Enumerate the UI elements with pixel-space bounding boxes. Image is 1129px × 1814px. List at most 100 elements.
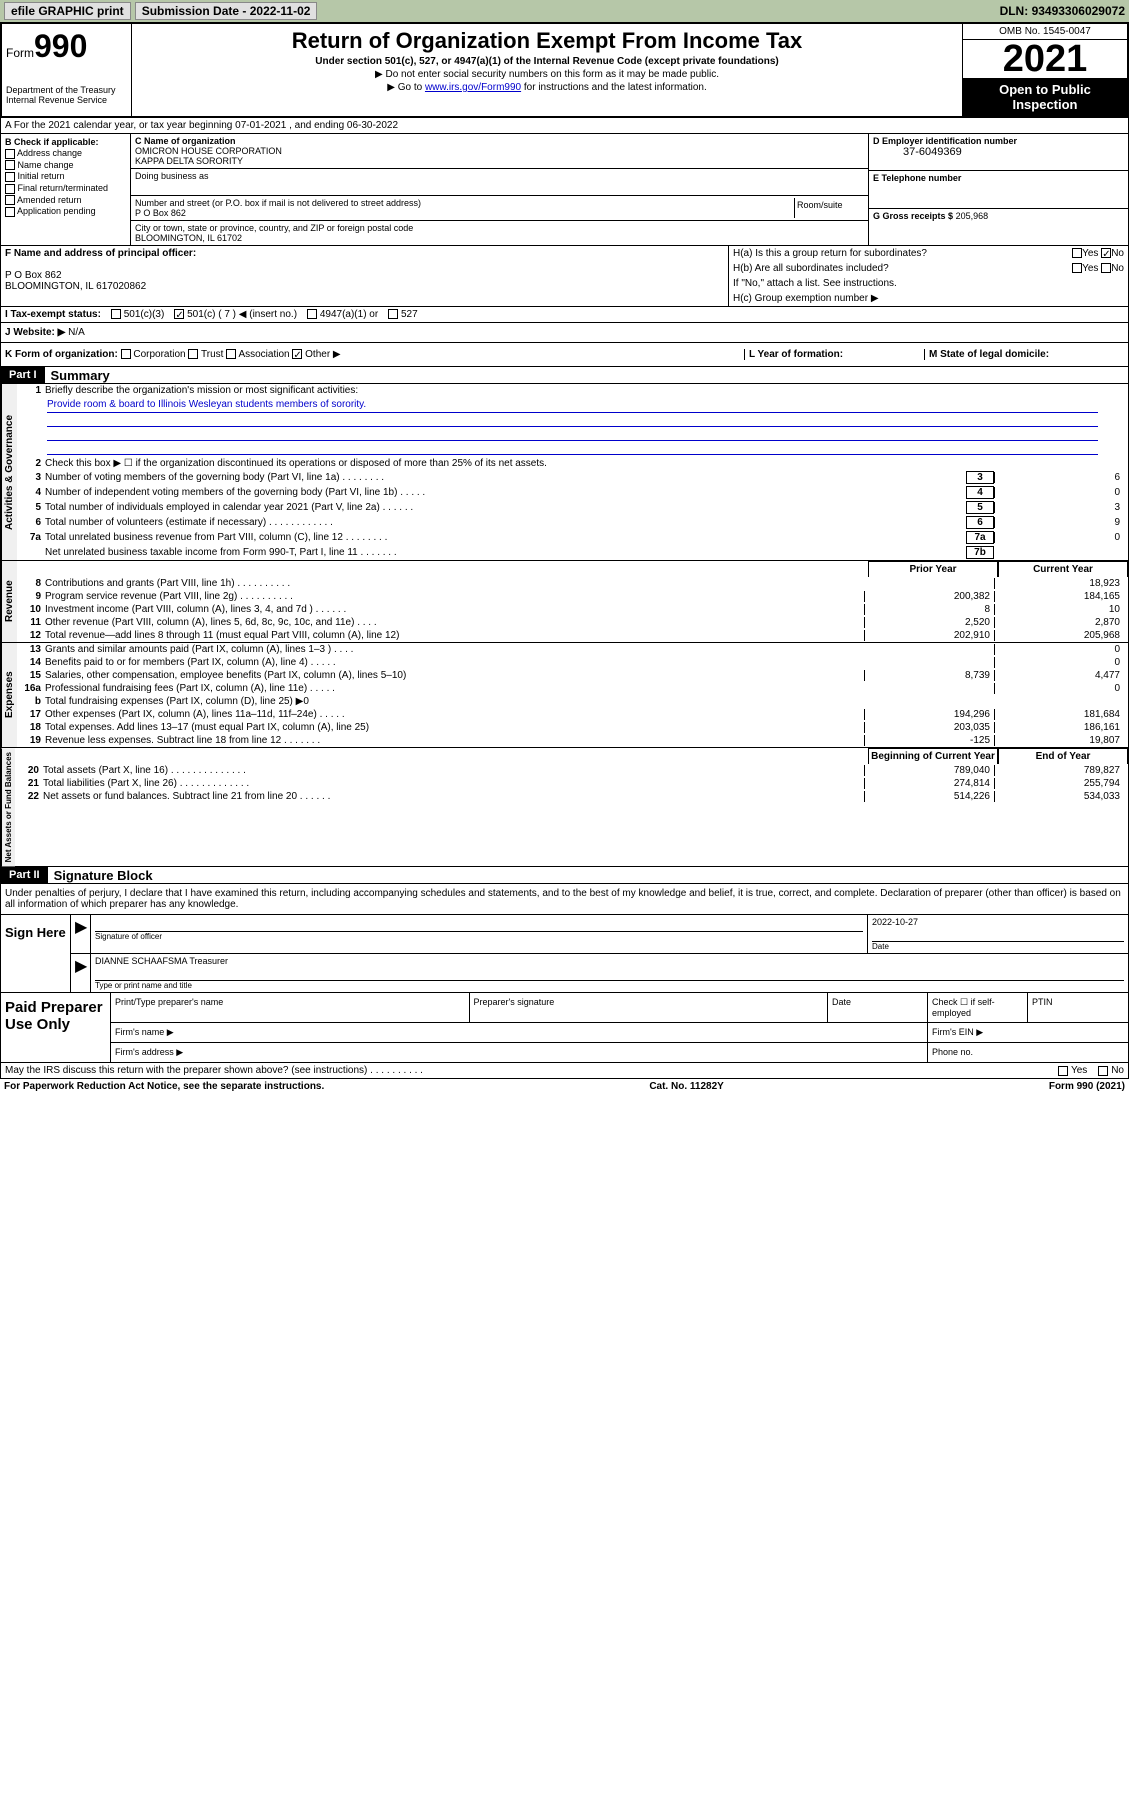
header-right: OMB No. 1545-0047 2021 Open to Public In…	[962, 24, 1127, 116]
row-text: Total fundraising expenses (Part IX, col…	[45, 696, 864, 707]
exp-content: 13Grants and similar amounts paid (Part …	[17, 643, 1128, 747]
ln: 12	[21, 630, 45, 641]
i-opt: 501(c) ( 7 ) ◀ (insert no.)	[187, 309, 297, 320]
sum-row: 11Other revenue (Part VIII, column (A), …	[17, 616, 1128, 629]
mission-text: Provide room & board to Illinois Wesleya…	[47, 399, 1098, 413]
sig-officer-label: Signature of officer	[95, 931, 863, 941]
row-text: Total assets (Part X, line 16) . . . . .…	[43, 765, 864, 776]
prior-val: 2,520	[864, 617, 994, 628]
curr-val: 0	[994, 644, 1124, 655]
open-public: Open to Public Inspection	[963, 78, 1127, 116]
row-val: 3	[994, 502, 1124, 513]
sum-row: 6Total number of volunteers (estimate if…	[17, 515, 1128, 530]
rev-section: Revenue Prior Year Current Year 8Contrib…	[1, 561, 1128, 643]
i-4947[interactable]	[307, 309, 317, 319]
irs-link[interactable]: www.irs.gov/Form990	[425, 82, 521, 93]
note2-post: for instructions and the latest informat…	[521, 82, 707, 93]
sum-row: 13Grants and similar amounts paid (Part …	[17, 643, 1128, 656]
hb-no[interactable]	[1101, 263, 1111, 273]
paid-preparer-block: Paid Preparer Use Only Print/Type prepar…	[0, 993, 1129, 1063]
m-label: M State of legal domicile:	[929, 349, 1049, 360]
prior-val: 194,296	[864, 709, 994, 720]
net-content: Beginning of Current Year End of Year 20…	[15, 748, 1128, 866]
b-opt[interactable]: Final return/terminated	[5, 183, 126, 194]
note1: ▶ Do not enter social security numbers o…	[136, 69, 958, 80]
row-box: 6	[966, 516, 994, 529]
ln: 15	[21, 670, 45, 681]
mission-blank	[47, 427, 1098, 441]
dln-label: DLN:	[1000, 4, 1032, 18]
ha-yes[interactable]	[1072, 248, 1082, 258]
rev-content: Prior Year Current Year 8Contributions a…	[17, 561, 1128, 642]
prep-self-hdr: Check ☐ if self-employed	[928, 993, 1028, 1022]
sum-row: 17Other expenses (Part IX, column (A), l…	[17, 708, 1128, 721]
i-501c[interactable]	[174, 309, 184, 319]
gov-content: 1Briefly describe the organization's mis…	[17, 384, 1128, 560]
subdate-btn[interactable]: Submission Date - 2022-11-02	[135, 2, 318, 20]
sig-date-val: 2022-10-27	[872, 917, 1124, 927]
c-addr-row: Number and street (or P.O. box if mail i…	[131, 196, 868, 221]
sum-row: 8Contributions and grants (Part VIII, li…	[17, 577, 1128, 590]
i-527[interactable]	[388, 309, 398, 319]
city-val: BLOOMINGTON, IL 61702	[135, 233, 242, 243]
b-opt[interactable]: Amended return	[5, 195, 126, 206]
ln: 4	[21, 487, 45, 498]
k-other[interactable]	[292, 349, 302, 359]
row-text: Grants and similar amounts paid (Part IX…	[45, 644, 864, 655]
sum-row: 3Number of voting members of the governi…	[17, 470, 1128, 485]
h-b-note: If "No," attach a list. See instructions…	[729, 276, 1128, 291]
row-text: Total expenses. Add lines 13–17 (must eq…	[45, 722, 864, 733]
c-name-label: C Name of organization	[135, 136, 236, 146]
curr-val: 18,923	[994, 578, 1124, 589]
addr-val: P O Box 862	[135, 208, 186, 218]
hb-yes[interactable]	[1072, 263, 1082, 273]
ln: 3	[21, 472, 45, 483]
k-label: K Form of organization:	[5, 349, 118, 360]
discuss-no[interactable]	[1098, 1066, 1108, 1076]
sig-officer: Signature of officer	[91, 915, 868, 953]
form-label: Form990	[6, 28, 127, 65]
sum-row: 22Net assets or fund balances. Subtract …	[15, 790, 1128, 803]
curr-val: 534,033	[994, 791, 1124, 802]
b-opt[interactable]: Initial return	[5, 171, 126, 182]
subdate-label: Submission Date -	[142, 4, 250, 18]
discuss-yes[interactable]	[1058, 1066, 1068, 1076]
topbar: efile GRAPHIC print Submission Date - 20…	[0, 0, 1129, 22]
b-opt[interactable]: Address change	[5, 148, 126, 159]
no-label: No	[1111, 248, 1124, 259]
k-assoc[interactable]	[226, 349, 236, 359]
curr-val: 181,684	[994, 709, 1124, 720]
ha-no[interactable]	[1101, 248, 1111, 258]
city-label: City or town, state or province, country…	[135, 223, 413, 233]
note2-pre: ▶ Go to	[387, 82, 425, 93]
prior-val: 514,226	[864, 791, 994, 802]
efile-btn[interactable]: efile GRAPHIC print	[4, 2, 131, 20]
i-501c3[interactable]	[111, 309, 121, 319]
ln: 20	[19, 765, 43, 776]
mission-blank	[47, 441, 1098, 455]
row-text: Professional fundraising fees (Part IX, …	[45, 683, 864, 694]
b-opt[interactable]: Name change	[5, 160, 126, 171]
curr-val: 186,161	[994, 722, 1124, 733]
firm-addr: Firm's address ▶	[111, 1043, 928, 1062]
row-box: 5	[966, 501, 994, 514]
sig-intro: Under penalties of perjury, I declare th…	[0, 884, 1129, 915]
k-opt: Corporation	[133, 349, 185, 360]
header-left: Form990 Department of the Treasury Inter…	[2, 24, 132, 116]
room-suite: Room/suite	[794, 198, 864, 218]
row-text: Revenue less expenses. Subtract line 18 …	[45, 735, 864, 746]
sum-row: 18Total expenses. Add lines 13–17 (must …	[17, 721, 1128, 734]
ln: 17	[21, 709, 45, 720]
row-text: Total number of volunteers (estimate if …	[45, 517, 966, 528]
ln: 6	[21, 517, 45, 528]
block-bcdeg: B Check if applicable: Address change Na…	[0, 134, 1129, 246]
b-opt[interactable]: Application pending	[5, 206, 126, 217]
ln: 14	[21, 657, 45, 668]
k-corp[interactable]	[121, 349, 131, 359]
col-b: B Check if applicable: Address change Na…	[1, 134, 131, 245]
arrow-icon: ▶	[71, 915, 91, 953]
e-phone: E Telephone number	[869, 171, 1128, 208]
k-trust[interactable]	[188, 349, 198, 359]
col-deg: D Employer identification number 37-6049…	[868, 134, 1128, 245]
row-text: Total revenue—add lines 8 through 11 (mu…	[45, 630, 864, 641]
